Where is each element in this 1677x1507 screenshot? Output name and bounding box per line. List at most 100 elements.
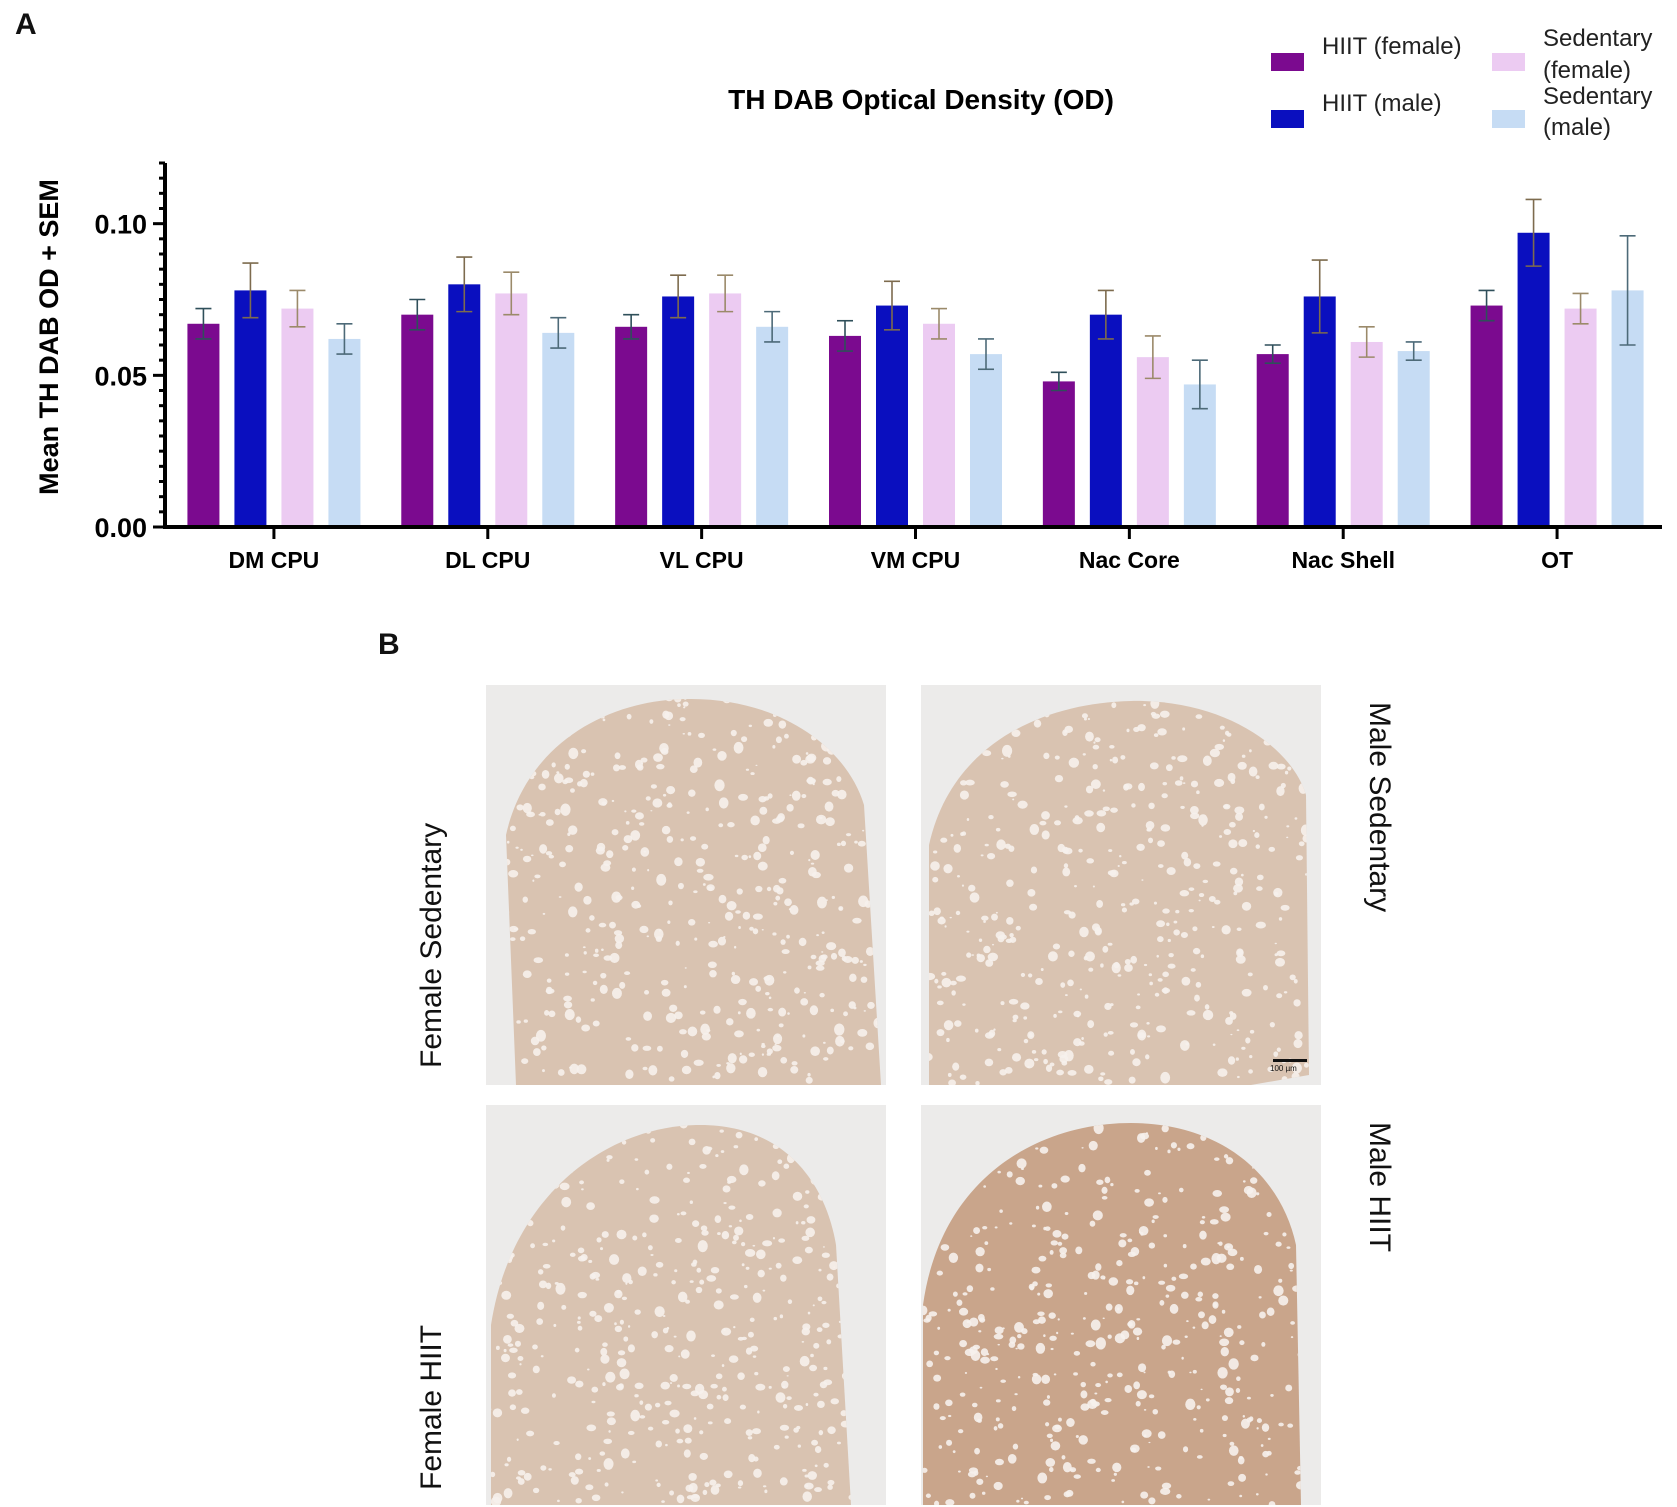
fiber [574,882,583,892]
fiber [1011,729,1021,737]
fiber [1107,1030,1114,1035]
x-tick-label: DL CPU [445,547,530,573]
fiber [693,757,703,768]
fiber [1049,1335,1057,1341]
fiber [557,1069,565,1076]
fiber [602,1342,608,1347]
fiber [1250,1177,1258,1184]
fiber [1050,1438,1054,1443]
fiber [677,882,684,890]
fiber [765,991,770,996]
fiber [957,1429,964,1434]
fiber [815,965,825,971]
fiber [863,1010,867,1012]
fiber [1132,1058,1141,1067]
fiber [733,741,744,754]
fiber [801,1341,805,1343]
fiber [1297,1465,1301,1471]
fiber [1127,1251,1136,1257]
fiber [611,987,622,999]
fiber [713,1005,721,1014]
fiber [1151,1219,1155,1224]
fiber [973,1227,981,1234]
fiber [611,799,615,803]
fiber [1087,1458,1096,1464]
fiber [513,927,519,931]
fiber [1008,845,1015,852]
fiber [1239,1494,1243,1498]
fiber [1064,1212,1069,1216]
fiber [503,1334,512,1344]
fiber [1121,907,1128,913]
fiber [678,1355,681,1358]
fiber [1197,1291,1204,1298]
fiber [1001,757,1004,760]
fiber [979,1386,983,1389]
fiber [1107,1373,1113,1378]
fiber [1236,1029,1240,1032]
fiber [745,1213,754,1220]
fiber [1151,713,1161,719]
fiber [1222,739,1226,742]
fiber [1219,1206,1229,1214]
fiber [661,825,671,835]
fiber [789,850,794,855]
fiber [647,869,650,872]
fiber [865,1042,875,1051]
fiber [762,1240,773,1247]
fiber [947,1072,952,1077]
fiber [756,1249,766,1260]
fiber [729,1294,739,1300]
fiber [1073,1010,1082,1018]
fiber [1180,805,1185,809]
fiber [614,1322,617,1326]
fiber [1049,1250,1054,1255]
fiber [923,1467,928,1473]
fiber [781,949,790,955]
fiber [1080,1403,1090,1411]
fiber [1273,1285,1284,1297]
fiber [1095,1263,1102,1271]
fiber [1178,1273,1189,1280]
fiber [666,786,676,795]
fiber [800,998,809,1006]
fiber [598,922,607,928]
fiber [1227,1481,1235,1487]
fiber [698,732,705,738]
fiber [1133,1381,1141,1390]
fiber [565,845,574,853]
fiber [1148,802,1155,810]
fiber [1092,764,1098,770]
fiber [1212,1293,1219,1299]
fiber [503,1488,513,1499]
fiber [656,873,667,886]
fiber [510,1319,519,1327]
fiber [1058,1417,1062,1422]
fiber [943,863,953,874]
fiber [831,895,836,900]
fiber [577,1325,583,1331]
fiber [1043,1058,1048,1065]
fiber [1235,1388,1241,1394]
y-tick-label: 0.05 [94,361,147,391]
fiber [558,896,562,898]
tissue-image [486,1105,886,1505]
fiber [843,1011,848,1017]
y-axis-title: Mean TH DAB OD + SEM [34,179,64,495]
bar [1303,296,1336,527]
fiber [812,1304,815,1307]
tissue-section [491,1124,851,1505]
fiber [747,1436,753,1440]
fiber [1294,1031,1303,1040]
fiber [627,1344,635,1353]
fiber [827,1479,835,1486]
fiber [738,793,749,801]
fiber [1145,821,1155,830]
fiber [603,1438,613,1445]
fiber [1000,1379,1007,1383]
fiber [838,948,846,958]
fiber [514,1340,521,1347]
fiber [1223,1154,1229,1159]
fiber [1207,1498,1211,1501]
fiber [632,1235,638,1241]
